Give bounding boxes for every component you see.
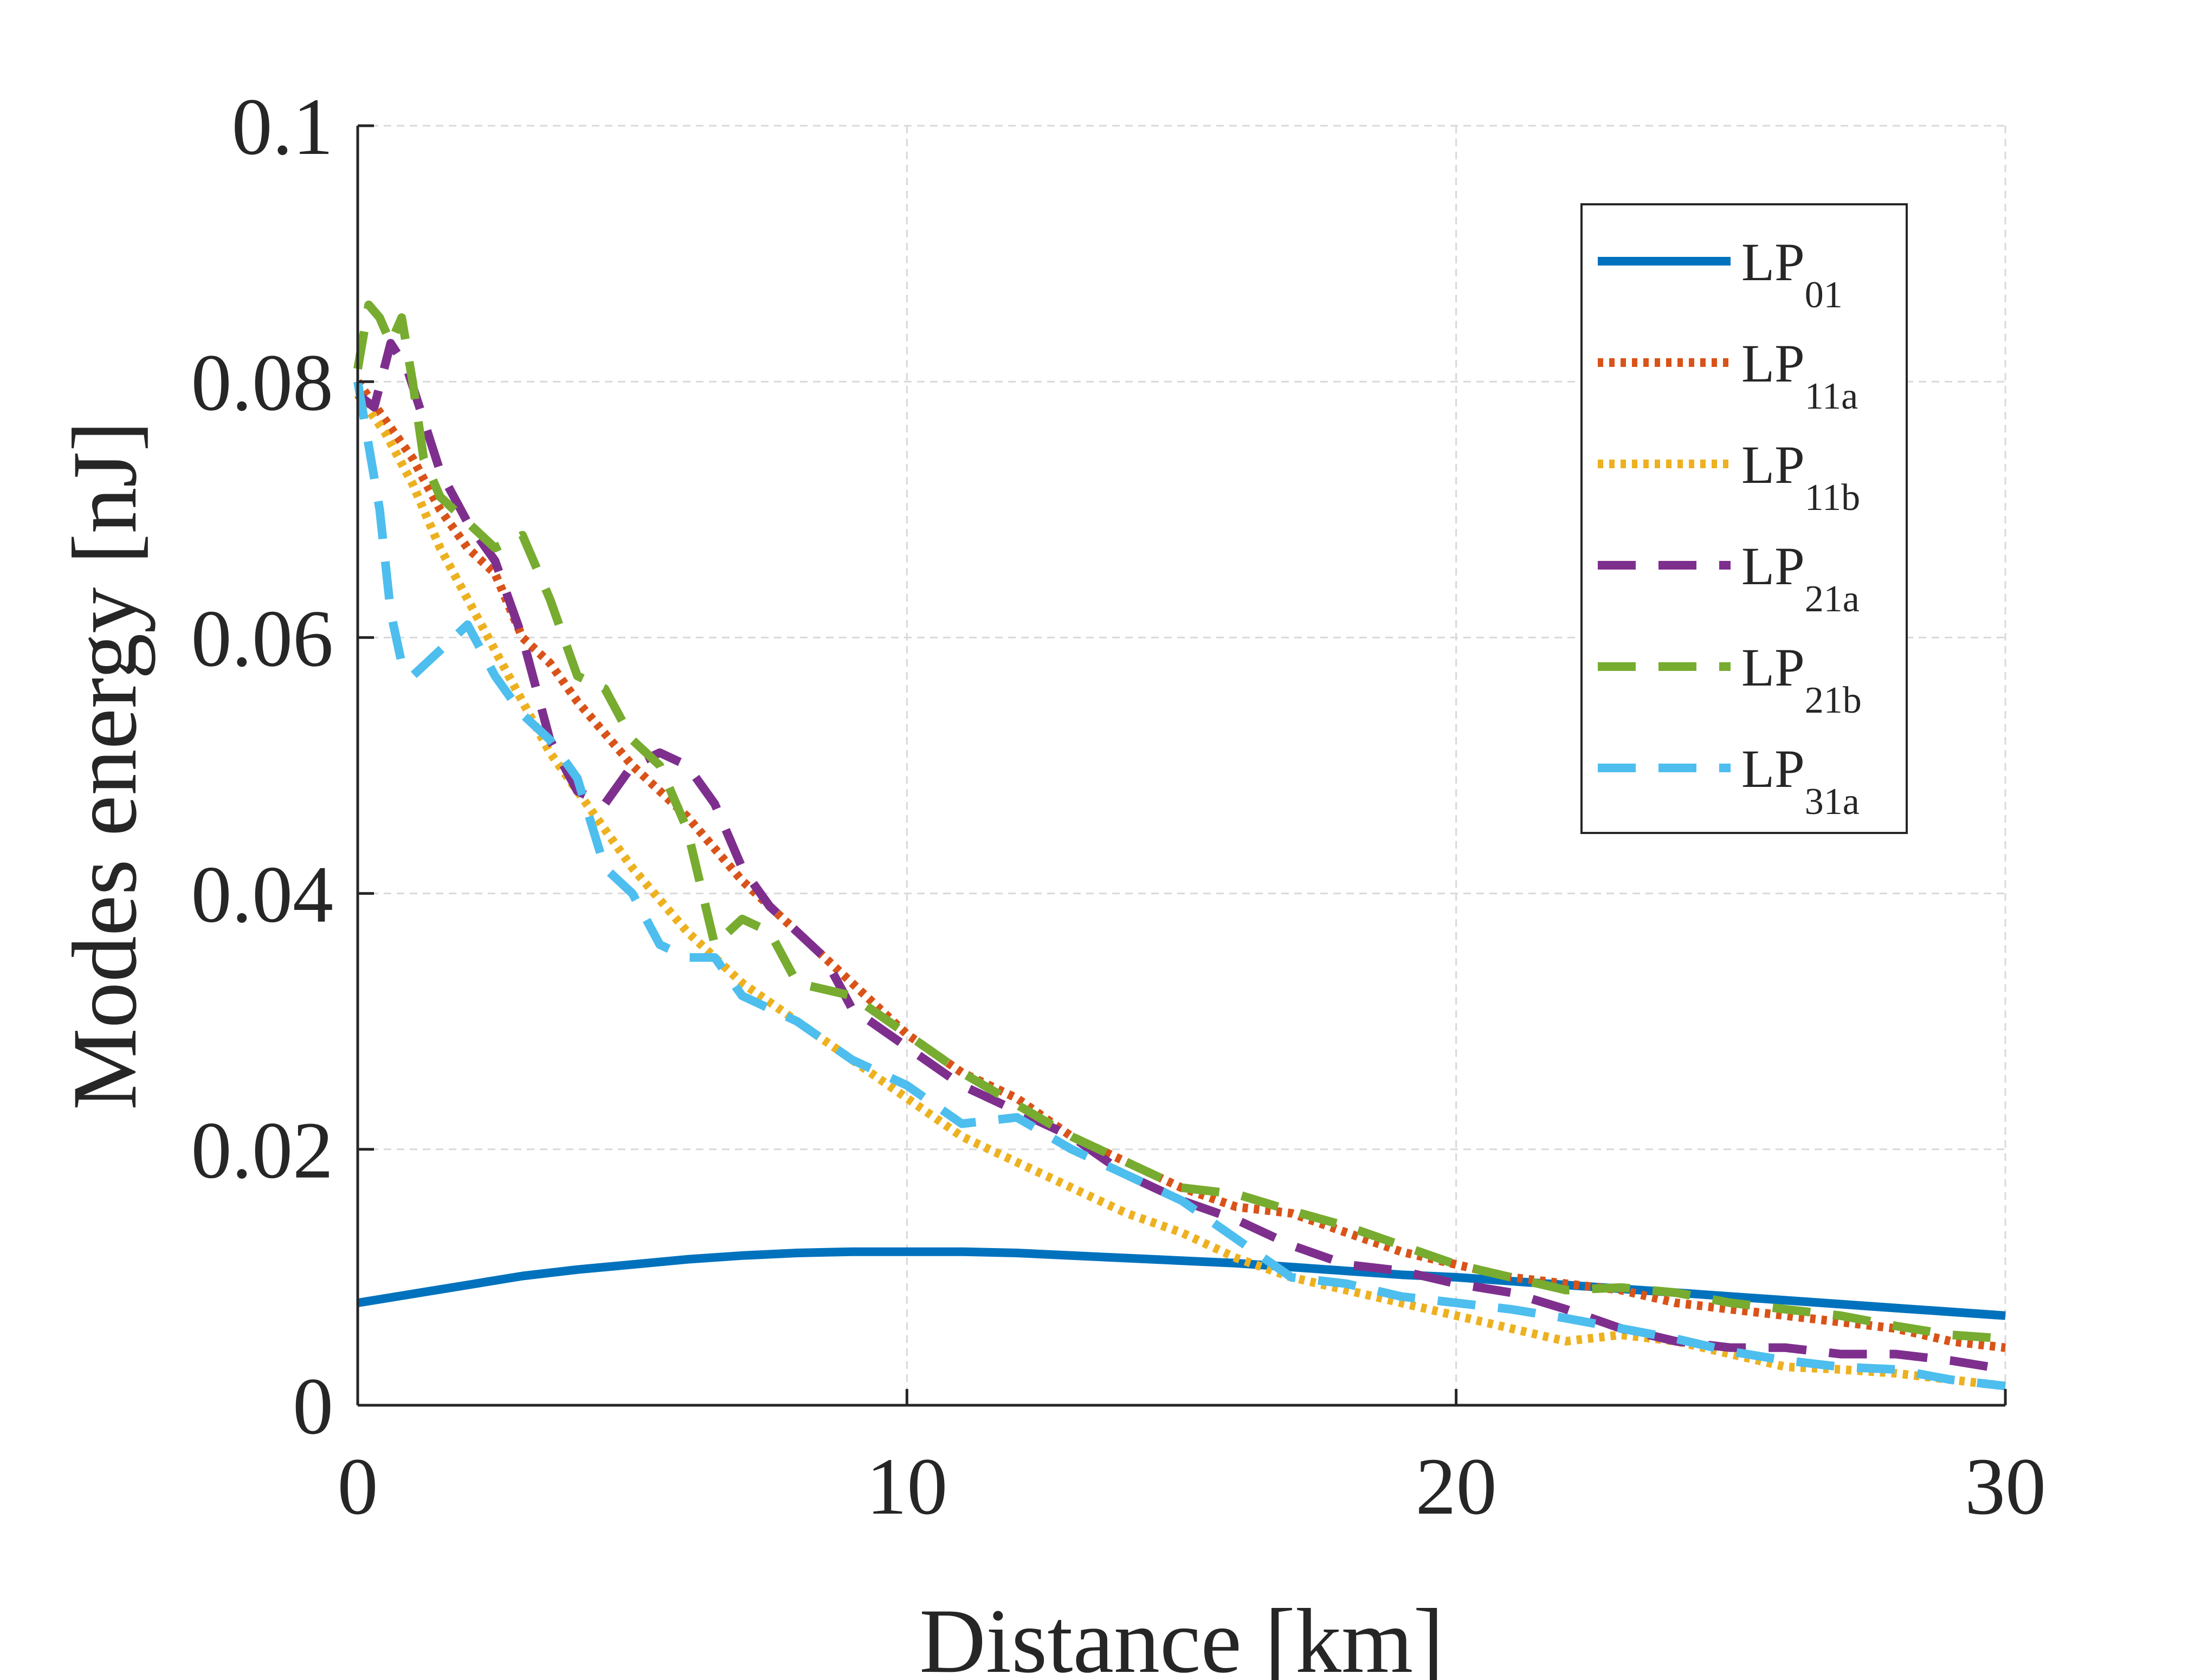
legend-label-lp01: LP01 <box>1741 232 1843 316</box>
legend-label-main: LP <box>1741 637 1805 697</box>
x-tick-label-0: 0 <box>338 1442 378 1532</box>
legend-label-lp11a: LP11a <box>1741 333 1858 417</box>
series-line-lp31a <box>353 380 2006 1391</box>
y-tick-label-5: 0.1 <box>232 82 334 172</box>
legend-label-subscript: 31a <box>1805 781 1860 823</box>
x-tick-label-1: 10 <box>866 1442 947 1532</box>
y-tick-label-4: 0.08 <box>191 338 334 428</box>
y-tick-label-0: 0 <box>293 1361 333 1451</box>
legend-label-lp21a: LP21a <box>1741 536 1860 620</box>
axes <box>356 124 2007 1407</box>
legend-label-lp11b: LP11b <box>1741 435 1860 519</box>
series-layer <box>353 300 2006 1391</box>
legend-label-subscript: 11b <box>1805 477 1860 519</box>
y-axis-label: Modes energy [nJ] <box>54 421 156 1110</box>
legend-label-main: LP <box>1741 536 1805 596</box>
series-line-lp01 <box>357 1247 2006 1320</box>
x-tick-label-3: 30 <box>1965 1442 2046 1532</box>
x-tick-label-2: 20 <box>1416 1442 1497 1532</box>
y-tick-label-3: 0.06 <box>191 593 334 683</box>
legend-box <box>1580 203 1908 834</box>
legend-label-subscript: 21b <box>1805 680 1862 721</box>
series-line-lp21a <box>355 339 2006 1374</box>
x-axis-label: Distance [km] <box>919 1590 1444 1680</box>
legend-label-subscript: 01 <box>1805 274 1843 316</box>
y-tick-label-2: 0.04 <box>191 850 334 940</box>
legend-label-subscript: 21a <box>1805 578 1860 620</box>
legend-label-lp21b: LP21b <box>1741 637 1862 721</box>
series-line-lp21b <box>353 300 2006 1343</box>
legend-label-main: LP <box>1741 333 1805 393</box>
legend-label-subscript: 11a <box>1805 376 1858 417</box>
legend-label-main: LP <box>1741 739 1805 799</box>
legend-label-lp31a: LP31a <box>1741 739 1860 823</box>
legend-label-main: LP <box>1741 232 1805 292</box>
legend-label-main: LP <box>1741 435 1805 495</box>
y-tick-label-1: 0.02 <box>191 1106 334 1196</box>
